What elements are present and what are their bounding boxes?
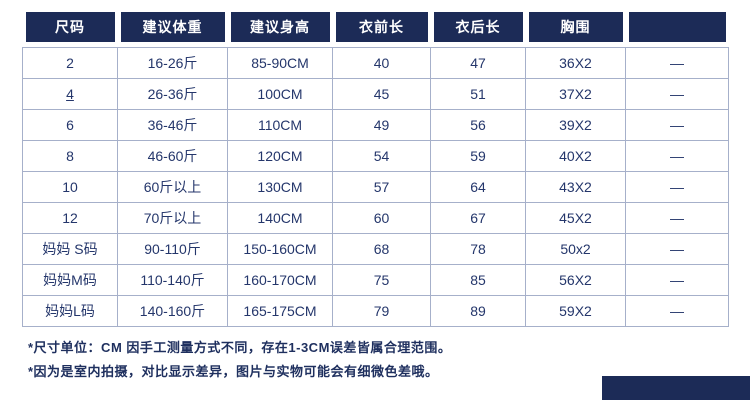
table-cell: 4 [22,78,118,110]
header-cell: 衣后长 [431,12,526,48]
table-cell: 150-160CM [227,233,333,265]
table-cell: — [625,78,729,110]
table-cell: 90-110斤 [117,233,228,265]
table-cell: 78 [430,233,526,265]
table-cell: 8 [22,140,118,172]
table-cell: 49 [332,109,431,141]
table-cell: 68 [332,233,431,265]
note-color-difference: *因为是室内拍摄，对比显示差异，图片与实物可能会有细微色差哦。 [28,364,439,379]
table-row: 10 60斤以上 130CM 57 64 43X2— [22,171,729,203]
table-row: 4 26-36斤 100CM 45 51 37X2— [22,78,729,110]
table-cell: — [625,233,729,265]
table-cell: 165-175CM [227,295,333,327]
header-cell: 胸围 [526,12,626,48]
table-row: 妈妈 S码 90-110斤 150-160CM 68 78 50x2— [22,233,729,265]
note-measurement: *尺寸单位：CM 因手工测量方式不同，存在1-3CM误差皆属合理范围。 [28,340,452,355]
table-cell: 110-140斤 [117,264,228,296]
table-cell: 100CM [227,78,333,110]
table-cell: 70斤以上 [117,202,228,234]
table-cell: 56 [430,109,526,141]
watermark-box [602,376,750,400]
table-cell: 60 [332,202,431,234]
header-label: 尺码 [25,12,115,42]
table-cell: — [625,47,729,79]
table-row: 2 16-26斤 85-90CM 40 47 36X2— [22,47,729,79]
table-cell: — [625,171,729,203]
table-cell: 43X2 [525,171,626,203]
table-cell: 10 [22,171,118,203]
table-cell: 39X2 [525,109,626,141]
table-cell: 45 [332,78,431,110]
table-cell: 67 [430,202,526,234]
table-cell: 37X2 [525,78,626,110]
table-cell: 16-26斤 [117,47,228,79]
table-body: 2 16-26斤 85-90CM 40 47 36X2—4 26-36斤 100CM 45 51 3… [22,47,729,327]
table-cell: 36X2 [525,47,626,79]
table-cell: — [625,202,729,234]
header-cell: 尺码 [23,12,118,48]
table-cell: 59 [430,140,526,172]
table-cell: 50x2 [525,233,626,265]
table-cell: 36-46斤 [117,109,228,141]
size-chart-table: 尺码 建议体重 建议身高 衣前长 衣后长 胸围 2 16-26斤 85-90CM 40 47 36X… [22,12,729,327]
table-cell: 2 [22,47,118,79]
table-cell: 110CM [227,109,333,141]
table-cell: 160-170CM [227,264,333,296]
table-cell: 46-60斤 [117,140,228,172]
table-cell: 26-36斤 [117,78,228,110]
header-cell: 建议体重 [118,12,228,48]
table-cell: 59X2 [525,295,626,327]
table-cell: 75 [332,264,431,296]
table-cell: 79 [332,295,431,327]
table-cell: 140-160斤 [117,295,228,327]
table-row: 妈妈M码 110-140斤 160-170CM 75 85 56X2— [22,264,729,296]
footnotes: *尺寸单位：CM 因手工测量方式不同，存在1-3CM误差皆属合理范围。 *因为是… [28,337,750,380]
table-row: 8 46-60斤 120CM 54 59 40X2— [22,140,729,172]
table-cell: 54 [332,140,431,172]
table-cell: 妈妈 S码 [22,233,118,265]
table-cell: 12 [22,202,118,234]
table-cell: 6 [22,109,118,141]
table-cell: 89 [430,295,526,327]
header-row: 尺码 建议体重 建议身高 衣前长 衣后长 胸围 [23,12,729,48]
table-cell: 51 [430,78,526,110]
table-cell: 64 [430,171,526,203]
header-label: 衣前长 [335,12,428,42]
table-cell: 140CM [227,202,333,234]
table-cell: 57 [332,171,431,203]
table-cell: 妈妈M码 [22,264,118,296]
header-label: 胸围 [528,12,623,42]
header-label: 衣后长 [433,12,523,42]
header-cell: 衣前长 [333,12,431,48]
header-label [628,12,726,42]
table-header: 尺码 建议体重 建议身高 衣前长 衣后长 胸围 [23,12,729,48]
header-cell: 建议身高 [228,12,333,48]
header-label: 建议体重 [120,12,225,42]
table-cell: 45X2 [525,202,626,234]
table-row: 12 70斤以上 140CM 60 67 45X2— [22,202,729,234]
table-cell: 85 [430,264,526,296]
table-cell: — [625,295,729,327]
table-cell: 56X2 [525,264,626,296]
table-cell: — [625,140,729,172]
table-cell: 120CM [227,140,333,172]
table-cell: 60斤以上 [117,171,228,203]
header-label: 建议身高 [230,12,330,42]
table-row: 妈妈L码 140-160斤 165-175CM 79 89 59X2— [22,295,729,327]
table-cell: 85-90CM [227,47,333,79]
table-cell: 40X2 [525,140,626,172]
table-cell: — [625,264,729,296]
table-cell: 40 [332,47,431,79]
table-cell: 妈妈L码 [22,295,118,327]
table-cell: — [625,109,729,141]
table-row: 6 36-46斤 110CM 49 56 39X2— [22,109,729,141]
table-cell: 130CM [227,171,333,203]
header-cell [626,12,729,48]
table-cell: 47 [430,47,526,79]
